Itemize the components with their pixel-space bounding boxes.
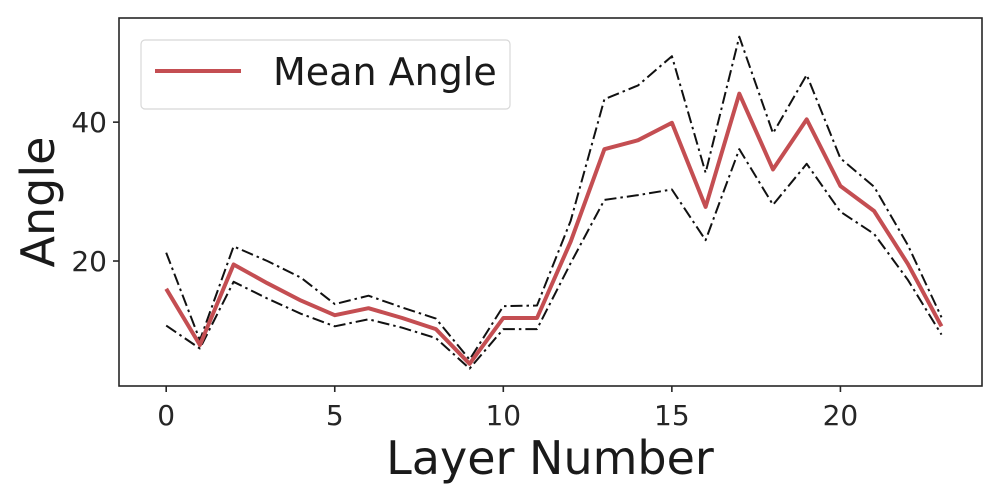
y-axis-title: Angle — [11, 137, 65, 268]
legend: Mean Angle — [140, 39, 511, 110]
plot-frame — [118, 17, 983, 387]
x-axis-title: Layer Number — [386, 431, 714, 485]
lower-bound-line — [165, 148, 943, 370]
series-layer — [164, 35, 944, 370]
upper-bound-line — [165, 35, 943, 361]
x-tick-label: 5 — [326, 399, 344, 432]
mean-angle-line — [164, 91, 944, 366]
x-tick-label: 15 — [654, 399, 690, 432]
y-tick-label: 20 — [71, 245, 107, 278]
x-tick-label: 20 — [823, 399, 859, 432]
y-tick-label: 40 — [71, 106, 107, 139]
x-tick-label: 10 — [485, 399, 521, 432]
x-axis-ticks: 0 5 10 15 20 — [157, 386, 858, 432]
legend-box — [140, 39, 511, 110]
legend-label-mean-angle: Mean Angle — [273, 50, 497, 94]
x-tick-label: 0 — [157, 399, 175, 432]
